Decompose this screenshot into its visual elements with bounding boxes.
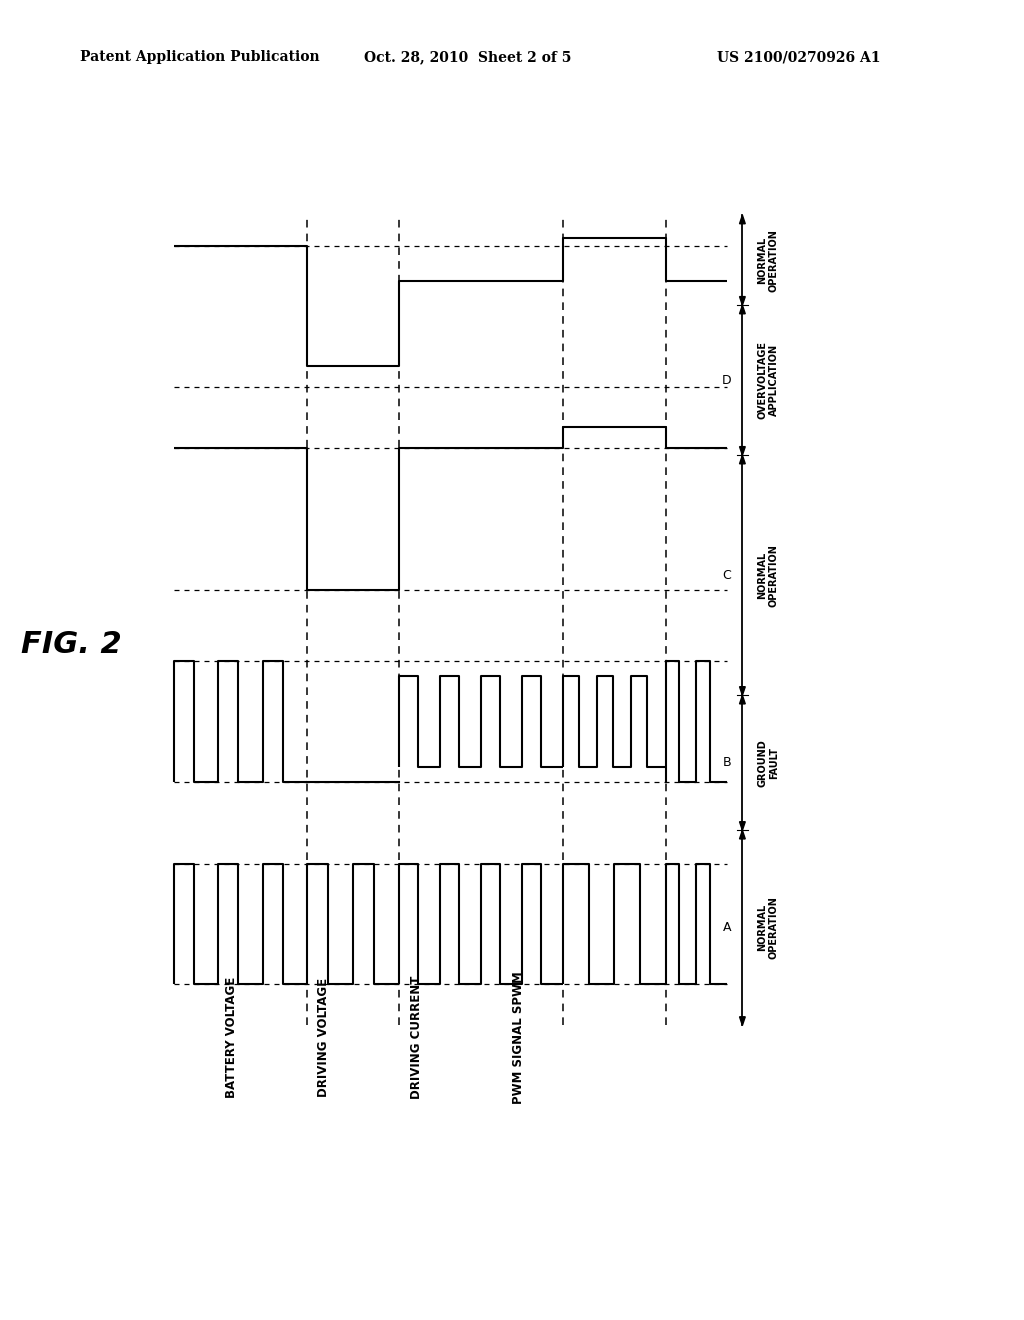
Polygon shape [739,822,745,830]
Text: OVERVOLTAGE
APPLICATION: OVERVOLTAGE APPLICATION [757,341,779,420]
Polygon shape [739,686,745,696]
Polygon shape [739,1016,745,1026]
Text: NORMAL
OPERATION: NORMAL OPERATION [757,544,779,607]
Polygon shape [739,215,745,224]
Text: A: A [723,921,731,935]
Polygon shape [739,297,745,305]
Text: B: B [723,756,731,770]
Text: NORMAL
OPERATION: NORMAL OPERATION [757,896,779,960]
Text: NORMAL
OPERATION: NORMAL OPERATION [757,228,779,292]
Text: D: D [722,374,732,387]
Text: Oct. 28, 2010  Sheet 2 of 5: Oct. 28, 2010 Sheet 2 of 5 [364,50,571,65]
Polygon shape [739,830,745,840]
Text: DRIVING CURRENT: DRIVING CURRENT [410,975,423,1100]
Polygon shape [739,305,745,314]
Polygon shape [739,696,745,704]
Polygon shape [739,455,745,463]
Text: Patent Application Publication: Patent Application Publication [80,50,319,65]
Text: C: C [723,569,731,582]
Text: US 2100/0270926 A1: US 2100/0270926 A1 [717,50,881,65]
Polygon shape [739,446,745,455]
Text: DRIVING VOLTAGE: DRIVING VOLTAGE [317,978,331,1097]
Text: GROUND
FAULT: GROUND FAULT [757,739,779,787]
Text: FIG. 2: FIG. 2 [22,631,122,659]
Text: BATTERY VOLTAGE: BATTERY VOLTAGE [225,977,239,1098]
Text: PWM SIGNAL SPWM: PWM SIGNAL SPWM [512,972,525,1104]
